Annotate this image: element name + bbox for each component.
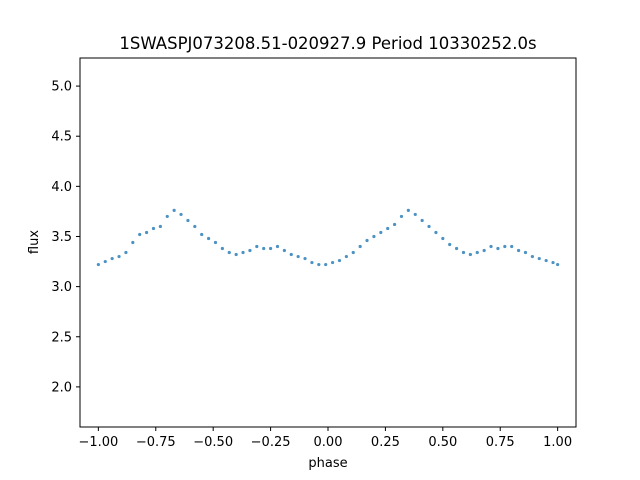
y-tick-label: 3.5	[51, 230, 72, 245]
data-point	[282, 248, 286, 253]
data-point	[172, 208, 176, 213]
y-tick-label: 3.0	[51, 280, 72, 295]
data-point	[200, 232, 204, 237]
data-point	[551, 260, 555, 265]
y-tick-label: 2.0	[51, 380, 72, 395]
data-point	[206, 236, 211, 241]
y-axis: 2.0 2.5 3.0 3.5 4.0 4.5 5.0	[51, 80, 80, 395]
data-point	[275, 244, 280, 249]
data-point	[372, 234, 376, 239]
data-point	[413, 212, 417, 217]
data-point	[220, 246, 224, 251]
data-point	[268, 246, 273, 251]
data-point	[475, 250, 479, 255]
data-point	[358, 244, 362, 249]
data-point	[151, 226, 156, 231]
data-point	[468, 252, 472, 257]
data-point	[427, 224, 431, 229]
data-point	[365, 238, 369, 243]
data-point	[434, 230, 438, 235]
data-point	[530, 254, 534, 259]
data-point	[144, 230, 149, 235]
data-point	[537, 256, 541, 261]
x-tick-label: 0.50	[428, 435, 457, 450]
data-point	[110, 256, 114, 261]
data-point	[179, 212, 183, 217]
data-point	[138, 232, 142, 237]
data-point	[165, 214, 169, 219]
data-point	[303, 256, 307, 261]
y-tick-label: 4.5	[51, 130, 72, 145]
data-point	[544, 258, 548, 263]
data-points	[96, 208, 560, 267]
data-point	[262, 246, 266, 251]
data-point	[482, 248, 486, 253]
data-point	[186, 218, 190, 223]
x-tick-label: −0.75	[136, 435, 176, 450]
data-point	[117, 254, 121, 259]
data-point	[344, 254, 348, 259]
data-point	[241, 250, 245, 255]
data-point	[386, 226, 390, 231]
data-point	[496, 246, 500, 251]
x-tick-label: −0.50	[193, 435, 233, 450]
data-point	[556, 262, 560, 267]
data-point	[213, 240, 218, 245]
data-point	[523, 250, 528, 255]
data-point	[379, 230, 383, 235]
data-point	[289, 252, 293, 257]
data-point	[392, 222, 397, 227]
data-point	[461, 250, 466, 255]
data-point	[448, 242, 452, 247]
data-point	[103, 259, 107, 264]
data-point	[503, 244, 507, 249]
data-point	[324, 262, 328, 267]
x-tick-label: 1.00	[543, 435, 572, 450]
data-point	[510, 244, 514, 249]
data-point	[420, 218, 424, 223]
data-point	[489, 244, 493, 249]
x-tick-label: 0.75	[486, 435, 515, 450]
x-tick-label: −0.25	[251, 435, 291, 450]
data-point	[310, 260, 314, 265]
x-tick-label: −1.00	[78, 435, 118, 450]
data-point	[227, 250, 231, 255]
data-point	[234, 252, 238, 257]
data-point	[337, 258, 342, 263]
data-point	[516, 248, 521, 253]
x-axis: −1.00 −0.75 −0.50 −0.25 0.00 0.25 0.50 0.75 1.00	[78, 427, 572, 450]
data-point	[193, 224, 197, 229]
data-point	[124, 250, 128, 255]
data-point	[441, 236, 445, 241]
data-point	[399, 214, 404, 219]
data-point	[351, 250, 355, 255]
data-point	[255, 244, 259, 249]
data-point	[131, 240, 135, 245]
y-tick-label: 2.5	[51, 330, 72, 345]
x-axis-label: phase	[308, 456, 347, 471]
x-tick-label: 0.00	[314, 435, 343, 450]
y-tick-label: 5.0	[51, 80, 72, 95]
data-point	[454, 246, 459, 251]
data-point	[317, 262, 321, 267]
data-point	[158, 224, 162, 229]
data-point	[330, 260, 335, 265]
data-point	[296, 254, 300, 259]
x-tick-label: 0.25	[371, 435, 400, 450]
chart-title: 1SWASPJ073208.51-020927.9 Period 1033025…	[119, 34, 536, 53]
data-point	[406, 208, 410, 213]
data-point	[96, 262, 100, 267]
y-tick-label: 4.0	[51, 180, 72, 195]
data-point	[248, 248, 252, 253]
y-axis-label: flux	[27, 230, 42, 254]
